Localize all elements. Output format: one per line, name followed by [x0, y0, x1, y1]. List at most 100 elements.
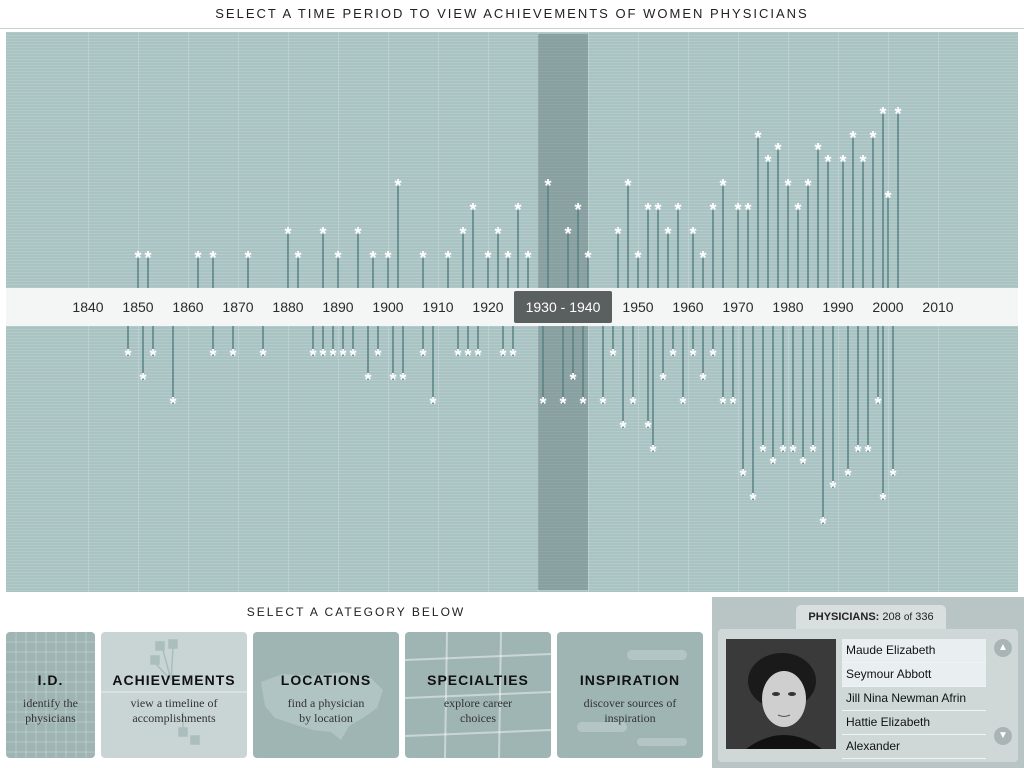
chevron-up-icon[interactable]: ▲	[994, 639, 1012, 657]
asterisk-icon[interactable]: *	[829, 478, 837, 498]
asterisk-icon[interactable]: *	[469, 200, 477, 220]
asterisk-icon[interactable]: *	[699, 370, 707, 390]
year-label[interactable]: 1860	[172, 299, 204, 315]
asterisk-icon[interactable]: *	[454, 346, 462, 366]
asterisk-icon[interactable]: *	[894, 104, 902, 124]
asterisk-icon[interactable]: *	[739, 466, 747, 486]
asterisk-icon[interactable]: *	[319, 346, 327, 366]
asterisk-icon[interactable]: *	[759, 442, 767, 462]
asterisk-icon[interactable]: *	[544, 176, 552, 196]
asterisk-icon[interactable]: *	[824, 152, 832, 172]
asterisk-icon[interactable]: *	[629, 394, 637, 414]
asterisk-icon[interactable]: *	[819, 514, 827, 534]
asterisk-icon[interactable]: *	[149, 346, 157, 366]
asterisk-icon[interactable]: *	[774, 140, 782, 160]
physician-name-line[interactable]: Alexander	[842, 735, 986, 759]
year-label[interactable]: 2000	[872, 299, 904, 315]
asterisk-icon[interactable]: *	[889, 466, 897, 486]
asterisk-icon[interactable]: *	[319, 224, 327, 244]
asterisk-icon[interactable]: *	[429, 394, 437, 414]
asterisk-icon[interactable]: *	[494, 224, 502, 244]
physician-name-line[interactable]: Hattie Elizabeth	[842, 711, 986, 735]
year-label[interactable]: 1870	[222, 299, 254, 315]
asterisk-icon[interactable]: *	[584, 248, 592, 268]
asterisk-icon[interactable]: *	[709, 200, 717, 220]
asterisk-icon[interactable]: *	[644, 200, 652, 220]
category-card-locations[interactable]: LOCATIONS find a physician by location	[253, 632, 399, 758]
asterisk-icon[interactable]: *	[564, 224, 572, 244]
asterisk-icon[interactable]: *	[389, 370, 397, 390]
asterisk-icon[interactable]: *	[619, 418, 627, 438]
year-label[interactable]: 1890	[322, 299, 354, 315]
asterisk-icon[interactable]: *	[134, 248, 142, 268]
category-card-achievements[interactable]: ACHIEVEMENTS view a timeline of accompli…	[101, 632, 247, 758]
asterisk-icon[interactable]: *	[884, 188, 892, 208]
asterisk-icon[interactable]: *	[504, 248, 512, 268]
asterisk-icon[interactable]: *	[419, 248, 427, 268]
physician-name-line[interactable]: Maude Elizabeth	[842, 639, 986, 663]
year-label[interactable]: 1950	[622, 299, 654, 315]
asterisk-icon[interactable]: *	[474, 346, 482, 366]
asterisk-icon[interactable]: *	[329, 346, 337, 366]
year-label[interactable]: 1850	[122, 299, 154, 315]
asterisk-icon[interactable]: *	[349, 346, 357, 366]
asterisk-icon[interactable]: *	[659, 370, 667, 390]
asterisk-icon[interactable]: *	[749, 490, 757, 510]
asterisk-icon[interactable]: *	[719, 394, 727, 414]
asterisk-icon[interactable]: *	[609, 346, 617, 366]
asterisk-icon[interactable]: *	[854, 442, 862, 462]
asterisk-icon[interactable]: *	[734, 200, 742, 220]
achievement-timeline[interactable]: 1930 - 1940 1840 1850 1860 1870 1880 1890 1900…	[6, 32, 1018, 592]
asterisk-icon[interactable]: *	[464, 346, 472, 366]
asterisk-icon[interactable]: *	[569, 370, 577, 390]
asterisk-icon[interactable]: *	[664, 224, 672, 244]
asterisk-icon[interactable]: *	[799, 454, 807, 474]
year-label[interactable]: 1840	[72, 299, 104, 315]
physician-photo[interactable]	[726, 639, 836, 749]
asterisk-icon[interactable]: *	[849, 128, 857, 148]
asterisk-icon[interactable]: *	[574, 200, 582, 220]
asterisk-icon[interactable]: *	[764, 152, 772, 172]
asterisk-icon[interactable]: *	[719, 176, 727, 196]
year-axis[interactable]: 1930 - 1940 1840 1850 1860 1870 1880 1890 1900…	[6, 288, 1018, 326]
year-label[interactable]: 1880	[272, 299, 304, 315]
year-label[interactable]: 1990	[822, 299, 854, 315]
asterisk-icon[interactable]: *	[689, 224, 697, 244]
asterisk-icon[interactable]: *	[874, 394, 882, 414]
asterisk-icon[interactable]: *	[144, 248, 152, 268]
year-label[interactable]: 1910	[422, 299, 454, 315]
asterisk-icon[interactable]: *	[484, 248, 492, 268]
asterisk-icon[interactable]: *	[244, 248, 252, 268]
asterisk-icon[interactable]: *	[649, 442, 657, 462]
asterisk-icon[interactable]: *	[784, 176, 792, 196]
asterisk-icon[interactable]: *	[374, 346, 382, 366]
chevron-down-icon[interactable]: ▼	[994, 727, 1012, 745]
asterisk-icon[interactable]: *	[579, 394, 587, 414]
asterisk-icon[interactable]: *	[369, 248, 377, 268]
asterisk-icon[interactable]: *	[669, 346, 677, 366]
asterisk-icon[interactable]: *	[624, 176, 632, 196]
asterisk-icon[interactable]: *	[879, 104, 887, 124]
asterisk-icon[interactable]: *	[689, 346, 697, 366]
asterisk-icon[interactable]: *	[674, 200, 682, 220]
asterisk-icon[interactable]: *	[209, 248, 217, 268]
asterisk-icon[interactable]: *	[864, 442, 872, 462]
year-label[interactable]: 1980	[772, 299, 804, 315]
asterisk-icon[interactable]: *	[729, 394, 737, 414]
physician-name-line[interactable]: Seymour Abbott	[842, 663, 986, 687]
asterisk-icon[interactable]: *	[514, 200, 522, 220]
asterisk-icon[interactable]: *	[229, 346, 237, 366]
asterisk-icon[interactable]: *	[284, 224, 292, 244]
asterisk-icon[interactable]: *	[459, 224, 467, 244]
asterisk-icon[interactable]: *	[309, 346, 317, 366]
year-label[interactable]: 1960	[672, 299, 704, 315]
asterisk-icon[interactable]: *	[859, 152, 867, 172]
selected-period-pill[interactable]: 1930 - 1940	[514, 291, 612, 323]
asterisk-icon[interactable]: *	[499, 346, 507, 366]
asterisk-icon[interactable]: *	[699, 248, 707, 268]
asterisk-icon[interactable]: *	[814, 140, 822, 160]
asterisk-icon[interactable]: *	[524, 248, 532, 268]
asterisk-icon[interactable]: *	[804, 176, 812, 196]
asterisk-icon[interactable]: *	[769, 454, 777, 474]
asterisk-icon[interactable]: *	[209, 346, 217, 366]
